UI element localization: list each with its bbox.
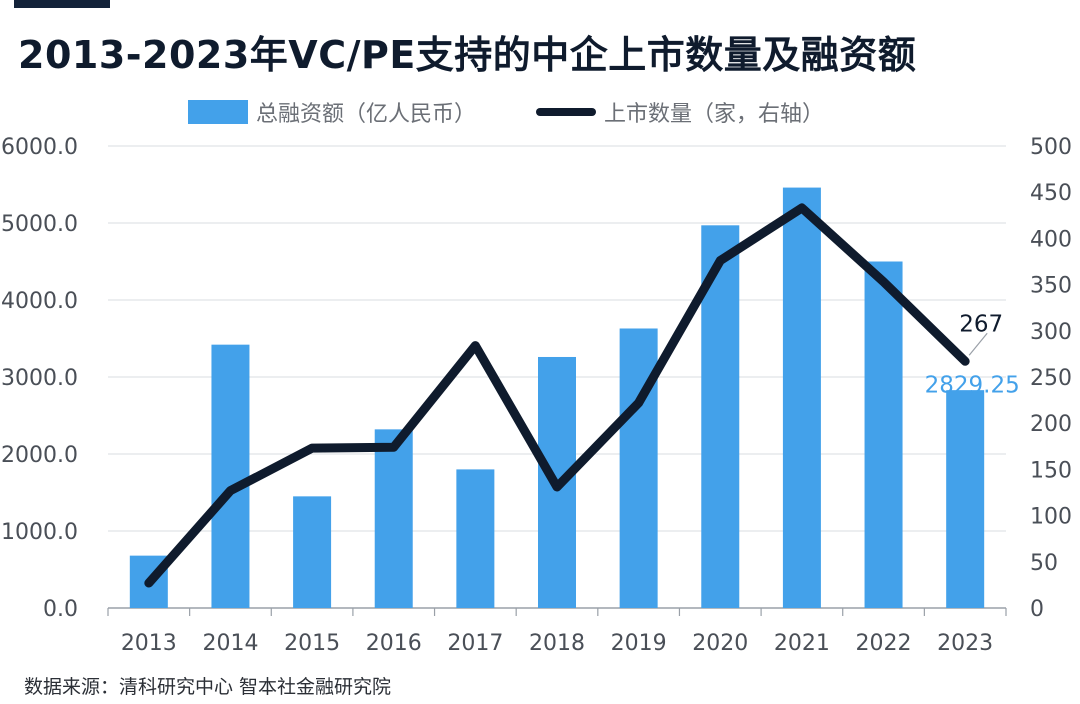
x-tick-label: 2021 [774,631,830,656]
line-point-2016 [391,445,396,450]
line-point-2021 [799,205,804,210]
bar-2017 [456,469,495,608]
line-point-2017 [473,343,478,348]
x-tick-label: 2020 [692,631,748,656]
bar-2022 [864,261,903,608]
legend-line-label: 上市数量（家，右轴） [604,102,825,127]
bar-2016 [374,429,413,608]
header-accent-bar [14,0,110,8]
bar-2023 [946,390,985,608]
y-left-tick-label: 1000.0 [1,520,78,545]
source-footnote: 数据来源：清科研究中心 智本社金融研究院 [24,676,392,698]
y-left-tick-label: 0.0 [43,597,78,622]
x-tick-label: 2016 [366,631,422,656]
x-tick-label: 2014 [202,631,258,656]
chart-title: 2013-2023年VC/PE支持的中企上市数量及融资额 [18,33,917,77]
y-left-tick-label: 2000.0 [1,443,78,468]
line-value-label-2023: 267 [959,311,1003,337]
legend-line-swatch-icon [536,108,597,116]
y-right-tick-label: 250 [1030,366,1072,391]
bar-2014 [211,344,250,608]
bar-2021 [782,187,821,608]
y-right-tick-label: 0 [1030,597,1044,622]
y-left-tick-label: 3000.0 [1,366,78,391]
line-point-2018 [555,484,559,489]
legend-item-line: 上市数量（家，右轴） [536,96,824,128]
line-point-2019 [636,400,641,405]
y-right-tick-label: 400 [1030,227,1072,252]
y-right-tick-label: 300 [1030,320,1072,345]
y-right-tick-label: 150 [1030,458,1072,483]
legend-bar-label: 总融资额（亿人民币） [256,102,477,127]
y-right-tick-label: 500 [1030,135,1072,160]
bar-2015 [293,496,332,608]
y-right-tick-label: 350 [1030,274,1072,299]
bar-2019 [619,328,658,608]
chart-legend: 总融资额（亿人民币） 上市数量（家，右轴） [188,96,824,128]
bar-value-label-2023: 2829.25 [925,372,1020,398]
y-right-tick-label: 50 [1030,551,1058,576]
y-right-tick-label: 100 [1030,505,1072,530]
x-tick-label: 2019 [611,631,667,656]
y-left-tick-label: 4000.0 [1,289,78,314]
annotation-leader-line [968,332,988,356]
x-tick-label: 2013 [121,631,177,656]
line-point-2014 [228,488,233,493]
x-tick-label: 2022 [856,631,912,656]
line-point-2023 [963,359,968,364]
x-tick-label: 2023 [937,631,993,656]
x-tick-label: 2015 [284,631,340,656]
line-point-2013 [146,581,151,586]
line-point-2015 [310,446,315,451]
x-tick-label: 2017 [447,631,503,656]
y-right-tick-label: 450 [1030,181,1072,206]
y-right-tick-label: 200 [1030,412,1072,437]
x-tick-label: 2018 [529,631,585,656]
y-left-tick-label: 6000.0 [1,135,78,160]
y-left-tick-label: 5000.0 [1,212,78,237]
line-point-2020 [718,258,723,263]
legend-bar-swatch-icon [188,100,248,124]
legend-item-bar: 总融资额（亿人民币） [188,96,476,128]
line-point-2022 [881,279,886,284]
